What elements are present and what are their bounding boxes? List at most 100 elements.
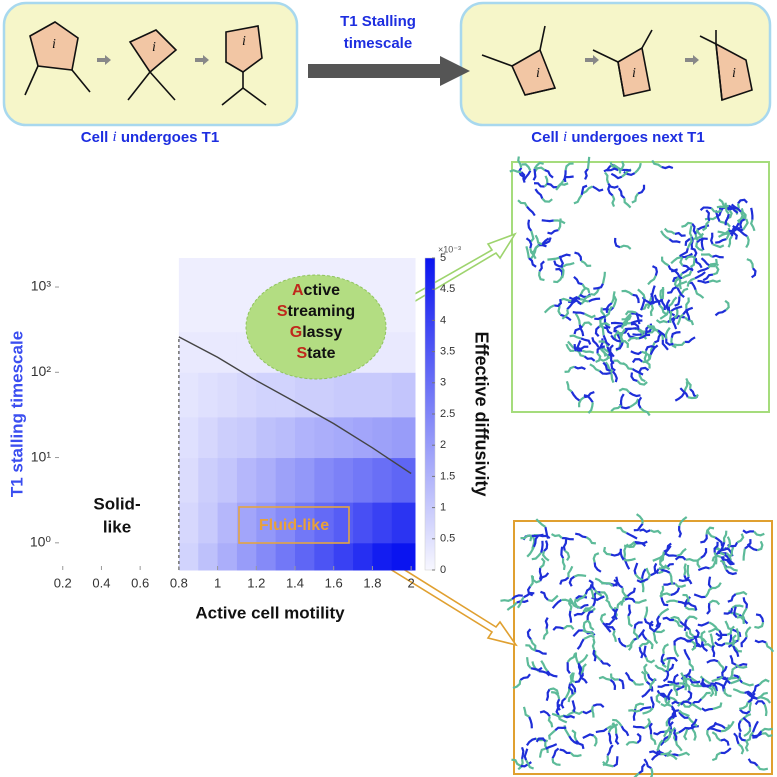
cell (391, 542, 416, 571)
small-arrow (195, 55, 209, 65)
trajectory (587, 402, 594, 414)
trajectory (581, 283, 591, 294)
trajectory (685, 297, 690, 309)
trajectory (747, 758, 759, 767)
trajectory (649, 344, 659, 356)
cell (159, 331, 180, 373)
trajectory (655, 319, 668, 324)
trajectory (653, 294, 661, 306)
cell (55, 372, 83, 418)
trajectory (656, 739, 664, 751)
trajectory (538, 260, 545, 273)
trajectory (722, 679, 728, 692)
trajectory (526, 546, 535, 558)
cell (140, 542, 161, 571)
trajectory (643, 663, 649, 675)
trajectory (577, 662, 582, 675)
trajectory (691, 728, 697, 741)
trajectory (665, 299, 671, 312)
trajectory (556, 698, 561, 711)
trajectory (676, 287, 685, 298)
cell (82, 331, 102, 373)
trajectory (686, 237, 693, 249)
trajectory (751, 267, 757, 279)
trajectory (723, 607, 734, 615)
trajectory (568, 735, 579, 745)
trajectory (686, 564, 690, 578)
trajectory (641, 628, 648, 641)
trajectory (725, 720, 735, 730)
trajectory (709, 633, 715, 646)
cell (55, 457, 83, 503)
trajectory (578, 396, 585, 408)
trajectory (711, 731, 722, 742)
trajectory (579, 673, 588, 684)
trajectory (569, 334, 582, 340)
trajectory (673, 276, 680, 289)
cell (101, 502, 122, 544)
cell (217, 542, 238, 571)
trajectory (729, 654, 737, 666)
trajectory (706, 721, 717, 731)
trajectory (674, 231, 686, 237)
trajectory (712, 702, 723, 710)
trajectory (737, 719, 742, 733)
trajectory (713, 541, 719, 553)
cell (178, 542, 199, 571)
trajectory (674, 740, 683, 752)
trajectory (639, 407, 651, 417)
cell (314, 502, 335, 544)
trajectory (573, 598, 581, 609)
trajectory (578, 324, 585, 337)
cell-label: i (732, 66, 736, 81)
cell (55, 258, 83, 288)
trajectory (649, 750, 661, 756)
trajectory (630, 322, 640, 331)
trajectory (580, 337, 592, 345)
trajectory (604, 171, 610, 184)
trajectory (666, 688, 673, 701)
trajectory (692, 232, 705, 240)
trajectory (708, 279, 721, 283)
trajectory (594, 315, 607, 321)
trajectory (671, 276, 683, 283)
trajectory (640, 670, 648, 683)
trajectory (763, 703, 768, 717)
trajectory (584, 168, 589, 180)
trajectory (568, 575, 576, 587)
trajectory (660, 699, 671, 707)
cell (217, 287, 238, 333)
trajectory (558, 253, 571, 259)
cell (256, 542, 277, 571)
trajectory (727, 204, 739, 214)
trajectory (657, 683, 670, 688)
trajectory (697, 266, 710, 274)
cell-edge (127, 71, 151, 101)
trajectory (649, 529, 662, 535)
trajectory (683, 381, 689, 394)
trajectory (553, 298, 563, 308)
trajectory (559, 748, 571, 755)
cell-edge (617, 61, 625, 97)
trajectory (711, 554, 722, 562)
cell (275, 372, 296, 418)
trajectory (689, 256, 696, 268)
solid-label: like (103, 517, 131, 536)
trajectory (595, 727, 608, 734)
trajectory (720, 676, 732, 685)
trajectory (584, 584, 593, 595)
trajectory (527, 219, 533, 232)
trajectory (754, 700, 766, 706)
cell (295, 502, 315, 544)
trajectory (582, 619, 589, 631)
trajectory (617, 160, 625, 172)
cell (101, 287, 122, 333)
trajectory (736, 533, 745, 544)
cell (256, 258, 277, 288)
cell (198, 457, 219, 503)
trajectory (754, 622, 765, 629)
trajectory (718, 232, 730, 238)
x-tick-label: 0.6 (131, 575, 149, 590)
cell (217, 331, 238, 373)
trajectory (651, 265, 659, 276)
